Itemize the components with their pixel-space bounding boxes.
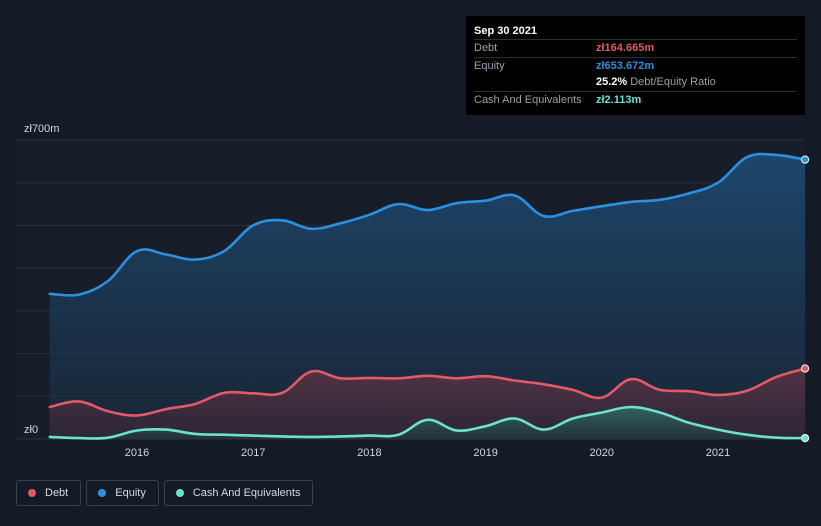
legend-item-cash[interactable]: Cash And Equivalents (163, 480, 314, 506)
x-tick-label: 2018 (357, 447, 381, 459)
y-tick-label: zł0 (24, 424, 38, 436)
tooltip-row-ratio: 25.2% Debt/Equity Ratio (474, 74, 797, 91)
equity-dot-icon (98, 489, 107, 497)
tooltip-equity-value: zł653.672m (596, 59, 655, 72)
tooltip-ratio-label: Debt/Equity Ratio (630, 76, 716, 88)
cash-end-marker[interactable] (801, 434, 810, 443)
x-tick-label: 2016 (125, 447, 149, 459)
chart-legend: Debt Equity Cash And Equivalents (16, 480, 314, 508)
x-tick-label: 2020 (590, 447, 614, 459)
tooltip-cash-value: zł2.113m (596, 93, 642, 106)
tooltip-row-equity: Equity zł653.672m (474, 56, 797, 75)
legend-label-debt: Debt (45, 487, 69, 499)
tooltip-date: Sep 30 2021 (474, 25, 537, 37)
equity-end-marker[interactable] (801, 155, 810, 164)
tooltip-ratio-value: 25.2% (596, 76, 628, 88)
tooltip-cash-label: Cash And Equivalents (474, 93, 582, 106)
x-tick-label: 2019 (473, 447, 497, 459)
debt-end-marker[interactable] (801, 364, 810, 373)
tooltip-panel: Sep 30 2021 Debt zł164.665m Equity zł653… (466, 16, 805, 115)
legend-item-equity[interactable]: Equity (86, 480, 159, 506)
x-tick-label: 2017 (241, 447, 265, 459)
cash-dot-icon (175, 489, 184, 497)
x-tick-label: 2021 (706, 447, 730, 459)
equity-area (49, 153, 806, 440)
tooltip-row-cash: Cash And Equivalents zł2.113m (474, 90, 797, 109)
legend-item-debt[interactable]: Debt (16, 480, 82, 506)
debt-dot-icon (28, 489, 36, 497)
legend-label-cash: Cash And Equivalents (192, 487, 301, 499)
legend-label-equity: Equity (115, 487, 146, 499)
cash-line (48, 405, 807, 440)
tooltip-debt-value: zł164.665m (596, 42, 655, 54)
cash-area (49, 407, 806, 439)
tooltip-row-debt: Debt zł164.665m (474, 39, 797, 57)
equity-line (48, 152, 807, 297)
y-tick-label: zł700m (24, 123, 59, 135)
tooltip-debt-label: Debt (474, 42, 498, 54)
debt-line (48, 367, 807, 417)
tooltip-equity-label: Equity (474, 59, 505, 72)
